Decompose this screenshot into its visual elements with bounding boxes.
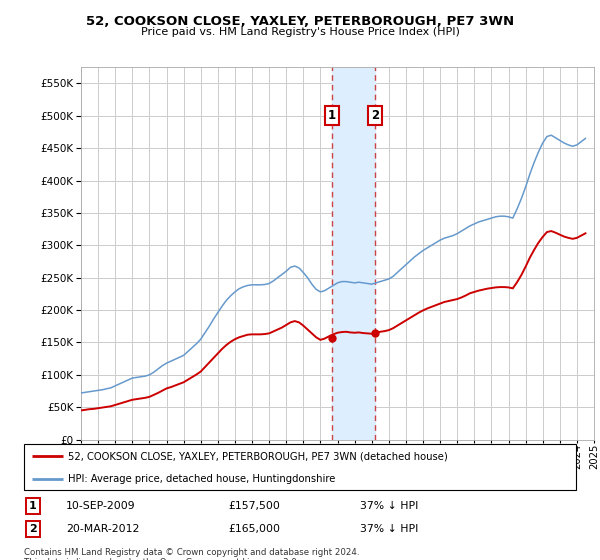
Text: 52, COOKSON CLOSE, YAXLEY, PETERBOROUGH, PE7 3WN: 52, COOKSON CLOSE, YAXLEY, PETERBOROUGH,… xyxy=(86,15,514,28)
Text: 10-SEP-2009: 10-SEP-2009 xyxy=(66,501,136,511)
Text: 20-MAR-2012: 20-MAR-2012 xyxy=(66,524,139,534)
Text: HPI: Average price, detached house, Huntingdonshire: HPI: Average price, detached house, Hunt… xyxy=(68,474,335,484)
Text: 1: 1 xyxy=(29,501,37,511)
Text: Price paid vs. HM Land Registry's House Price Index (HPI): Price paid vs. HM Land Registry's House … xyxy=(140,27,460,38)
Text: £165,000: £165,000 xyxy=(228,524,280,534)
FancyBboxPatch shape xyxy=(24,444,576,490)
Text: Contains HM Land Registry data © Crown copyright and database right 2024.
This d: Contains HM Land Registry data © Crown c… xyxy=(24,548,359,560)
Text: 37% ↓ HPI: 37% ↓ HPI xyxy=(360,524,418,534)
Text: 52, COOKSON CLOSE, YAXLEY, PETERBOROUGH, PE7 3WN (detached house): 52, COOKSON CLOSE, YAXLEY, PETERBOROUGH,… xyxy=(68,451,448,461)
Bar xyxy=(332,67,376,440)
Text: 2: 2 xyxy=(371,109,380,122)
Text: £157,500: £157,500 xyxy=(228,501,280,511)
Text: 2: 2 xyxy=(29,524,37,534)
Text: 37% ↓ HPI: 37% ↓ HPI xyxy=(360,501,418,511)
Text: 1: 1 xyxy=(328,109,336,122)
